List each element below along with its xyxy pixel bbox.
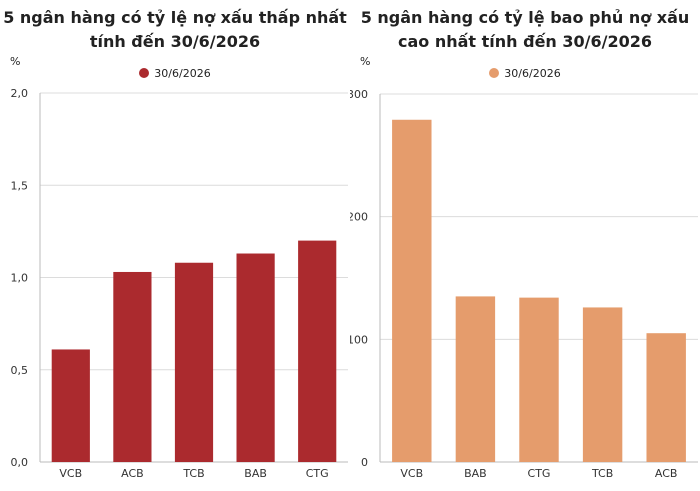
x-tick-label: ACB (655, 467, 678, 480)
bar-acb (646, 333, 686, 462)
x-tick-label: TCB (591, 467, 613, 480)
x-tick-label: BAB (464, 467, 487, 480)
bar-tcb (582, 307, 623, 462)
x-tick-label: VCB (400, 467, 423, 480)
chart-title: 5 ngân hàng có tỷ lệ nợ xấu thấp nhất tí… (3, 8, 347, 51)
y-tick-label: 1,5 (11, 179, 29, 192)
y-tick-label: 0,0 (11, 456, 29, 469)
x-tick-label: ACB (121, 467, 144, 480)
chart-npl-lowest: 5 ngân hàng có tỷ lệ nợ xấu thấp nhất tí… (0, 8, 350, 480)
legend: 30/6/2026 (0, 67, 350, 80)
y-tick-label: 100 (350, 333, 368, 346)
legend-swatch (489, 68, 500, 78)
bar-tcb (174, 262, 214, 462)
legend-label: 30/6/2026 (154, 67, 211, 80)
bar-vcb (392, 119, 432, 462)
x-tick-label: TCB (182, 467, 204, 480)
x-tick-label: CTG (306, 467, 329, 480)
bar-vcb (51, 349, 90, 462)
bar-acb (113, 271, 152, 462)
bar-bab (455, 296, 496, 462)
y-tick-label: 0 (361, 456, 368, 469)
bar-ctg (298, 240, 337, 462)
plot-area: 0 100 200 300 VCB BAB CTG TCB ACB (350, 88, 698, 480)
y-tick-label: 1,0 (11, 272, 29, 285)
y-axis-unit: % (10, 55, 21, 68)
x-tick-label: CTG (528, 467, 551, 480)
legend-swatch (139, 68, 150, 78)
bar-bab (236, 253, 275, 462)
x-tick-label: BAB (244, 467, 267, 480)
y-axis-unit: % (360, 55, 371, 68)
legend-label: 30/6/2026 (504, 67, 561, 80)
y-tick-label: 2,0 (11, 87, 29, 100)
x-tick-label: VCB (59, 467, 82, 480)
y-tick-label: 0,5 (11, 364, 29, 377)
chart-coverage-highest: 5 ngân hàng có tỷ lệ bao phủ nợ xấu cao … (350, 0, 700, 491)
y-tick-label: 200 (350, 211, 368, 224)
y-tick-label: 300 (350, 88, 368, 101)
chart-title: 5 ngân hàng có tỷ lệ bao phủ nợ xấu cao … (360, 8, 690, 51)
bar-ctg (519, 297, 559, 462)
plot-area: 0,0 0,5 1,0 1,5 2,0 VCB ACB TCB BAB CTG (11, 87, 348, 480)
legend: 30/6/2026 (350, 67, 700, 80)
